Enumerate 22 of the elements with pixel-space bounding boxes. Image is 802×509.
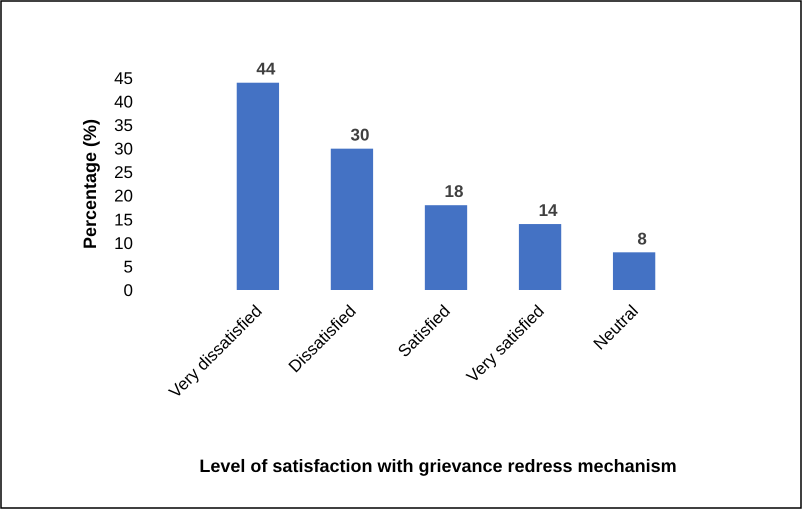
y-tick-label: 35 <box>114 116 133 136</box>
y-tick-label: 0 <box>124 280 133 300</box>
y-tick-label: 5 <box>124 257 133 276</box>
data-label: 30 <box>350 126 370 145</box>
data-label: 44 <box>256 60 276 79</box>
y-axis-title: Percentage (%) <box>80 118 100 250</box>
bar <box>612 252 656 290</box>
y-tick-label: 30 <box>114 140 133 159</box>
bar <box>330 148 374 290</box>
x-axis-title: Level of satisfaction with grievance redress mechanism <box>199 456 677 476</box>
y-tick-label: 20 <box>114 186 133 206</box>
y-tick-label: 10 <box>114 234 133 253</box>
y-tick-label: 45 <box>114 68 133 88</box>
bar <box>518 224 562 290</box>
y-tick-label: 15 <box>114 210 133 230</box>
bar <box>424 205 468 290</box>
bar <box>236 82 280 290</box>
data-label: 8 <box>637 229 647 248</box>
data-label: 18 <box>444 182 464 202</box>
y-tick-label: 25 <box>114 163 133 182</box>
y-tick-label: 40 <box>114 92 133 112</box>
data-label: 14 <box>538 201 558 220</box>
